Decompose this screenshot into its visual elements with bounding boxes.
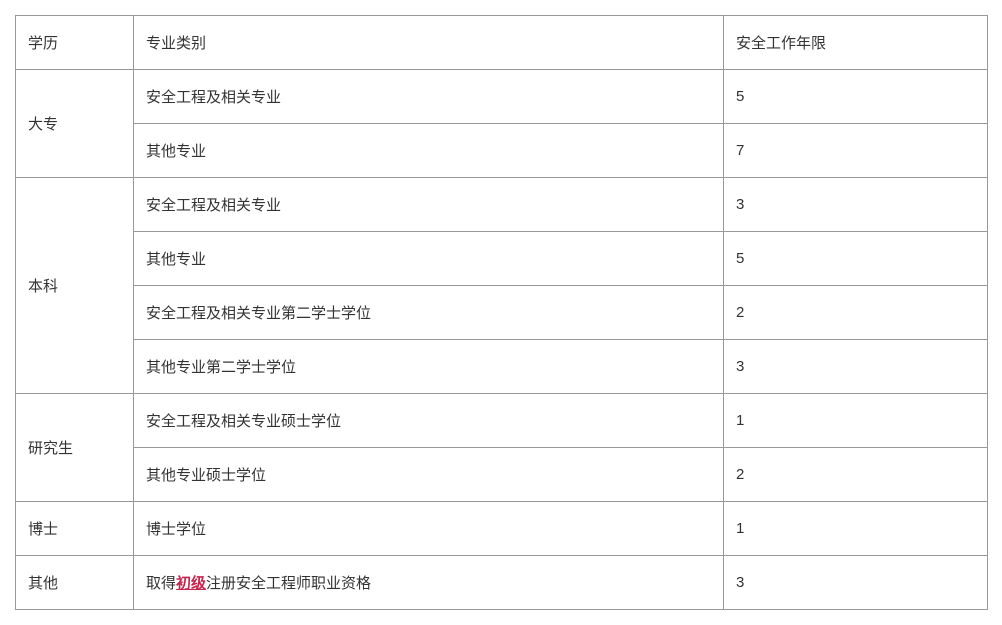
major-cell: 其他专业硕士学位 bbox=[134, 448, 724, 502]
years-cell: 1 bbox=[724, 394, 988, 448]
table-row: 研究生 安全工程及相关专业硕士学位 1 bbox=[16, 394, 988, 448]
major-cell: 其他专业 bbox=[134, 232, 724, 286]
years-cell: 1 bbox=[724, 502, 988, 556]
major-cell: 安全工程及相关专业硕士学位 bbox=[134, 394, 724, 448]
years-cell: 2 bbox=[724, 448, 988, 502]
qualification-table: 学历 专业类别 安全工作年限 大专 安全工程及相关专业 5 其他专业 7 本科 … bbox=[15, 15, 988, 610]
table-row: 本科 安全工程及相关专业 3 bbox=[16, 178, 988, 232]
table-row: 大专 安全工程及相关专业 5 bbox=[16, 70, 988, 124]
table-row: 安全工程及相关专业第二学士学位 2 bbox=[16, 286, 988, 340]
years-cell: 2 bbox=[724, 286, 988, 340]
major-cell: 取得初级注册安全工程师职业资格 bbox=[134, 556, 724, 610]
years-cell: 5 bbox=[724, 232, 988, 286]
major-cell: 安全工程及相关专业第二学士学位 bbox=[134, 286, 724, 340]
major-cell: 安全工程及相关专业 bbox=[134, 70, 724, 124]
education-cell: 大专 bbox=[16, 70, 134, 178]
header-major: 专业类别 bbox=[134, 16, 724, 70]
table-row: 博士 博士学位 1 bbox=[16, 502, 988, 556]
table-header-row: 学历 专业类别 安全工作年限 bbox=[16, 16, 988, 70]
table-row: 其他专业 5 bbox=[16, 232, 988, 286]
table-body: 学历 专业类别 安全工作年限 大专 安全工程及相关专业 5 其他专业 7 本科 … bbox=[16, 16, 988, 610]
major-cell: 其他专业第二学士学位 bbox=[134, 340, 724, 394]
major-suffix: 注册安全工程师职业资格 bbox=[206, 575, 371, 592]
major-cell: 其他专业 bbox=[134, 124, 724, 178]
years-cell: 7 bbox=[724, 124, 988, 178]
education-cell: 博士 bbox=[16, 502, 134, 556]
education-cell: 研究生 bbox=[16, 394, 134, 502]
table-row: 其他专业 7 bbox=[16, 124, 988, 178]
header-education: 学历 bbox=[16, 16, 134, 70]
major-cell: 安全工程及相关专业 bbox=[134, 178, 724, 232]
table-row: 其他专业第二学士学位 3 bbox=[16, 340, 988, 394]
years-cell: 3 bbox=[724, 178, 988, 232]
years-cell: 3 bbox=[724, 556, 988, 610]
education-cell: 其他 bbox=[16, 556, 134, 610]
major-cell: 博士学位 bbox=[134, 502, 724, 556]
major-highlight: 初级 bbox=[176, 575, 206, 592]
years-cell: 5 bbox=[724, 70, 988, 124]
major-prefix: 取得 bbox=[146, 575, 176, 592]
years-cell: 3 bbox=[724, 340, 988, 394]
education-cell: 本科 bbox=[16, 178, 134, 394]
header-years: 安全工作年限 bbox=[724, 16, 988, 70]
table-row: 其他 取得初级注册安全工程师职业资格 3 bbox=[16, 556, 988, 610]
table-row: 其他专业硕士学位 2 bbox=[16, 448, 988, 502]
